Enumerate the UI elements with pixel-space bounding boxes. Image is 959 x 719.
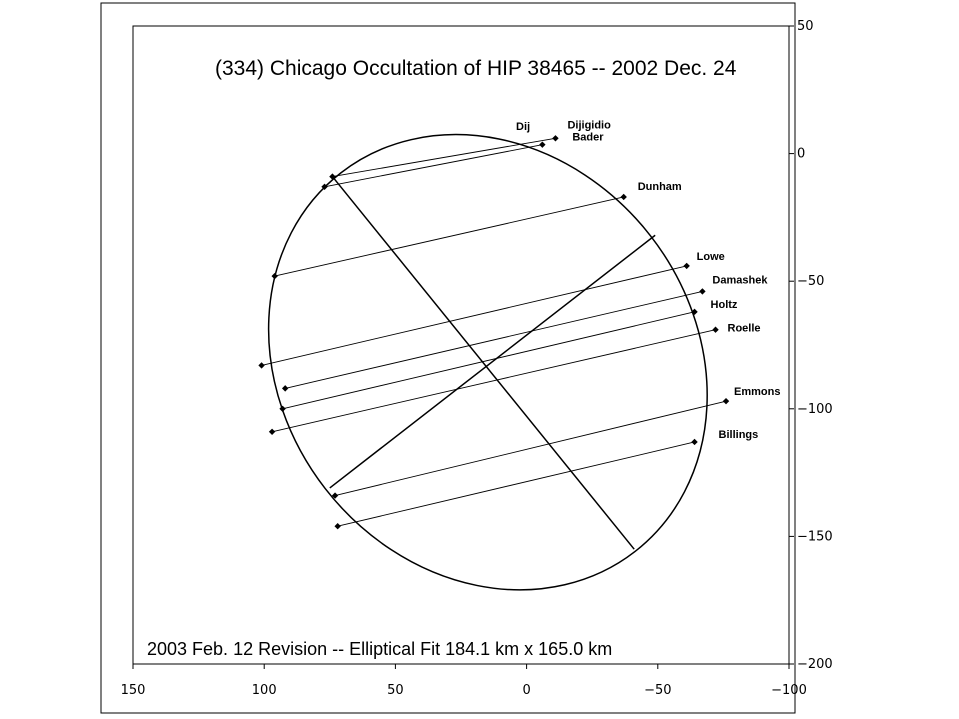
chord-label: Bader xyxy=(572,132,604,144)
major-axis-line xyxy=(329,234,656,489)
chord-endpoint-marker xyxy=(258,362,265,369)
outer-frame xyxy=(100,2,796,714)
asteroid-ellipse xyxy=(267,133,708,591)
overlap-glyph-label: Dĳ xyxy=(516,121,530,133)
chord-endpoint-marker xyxy=(329,173,336,180)
chord-endpoint-marker xyxy=(712,326,719,333)
chord-endpoint-marker xyxy=(691,438,698,446)
chord-line xyxy=(261,265,687,366)
chord-label: Holtz xyxy=(711,299,738,311)
chord-line xyxy=(274,196,624,277)
chord-line xyxy=(334,400,727,497)
chord-endpoint-marker xyxy=(722,397,730,405)
y-tick-label: 0 xyxy=(797,147,805,162)
chord-endpoint-marker xyxy=(620,193,627,201)
chord-endpoint-marker xyxy=(539,141,546,148)
chord-endpoint-marker xyxy=(699,288,706,295)
chord-line xyxy=(337,441,695,527)
y-tick-label: −100 xyxy=(797,402,833,417)
x-tick-label: 0 xyxy=(522,683,530,698)
chord-endpoint-marker xyxy=(271,272,278,280)
chord-line xyxy=(285,290,703,389)
chord-endpoint-marker xyxy=(281,385,289,392)
chord-label: Lowe xyxy=(697,251,725,263)
y-tick-label: −50 xyxy=(797,274,824,289)
chord-label: Dijigidio xyxy=(567,119,611,131)
chord-endpoint-marker xyxy=(683,262,690,270)
chord-endpoint-marker xyxy=(321,183,328,190)
x-tick-label: −100 xyxy=(771,683,807,698)
chord-line xyxy=(282,311,695,410)
chord-endpoint-marker xyxy=(334,522,341,530)
chord-label: Roelle xyxy=(728,323,761,335)
minor-axis-line xyxy=(331,176,635,550)
y-tick-label: 50 xyxy=(797,19,814,34)
x-tick-label: 50 xyxy=(387,683,404,698)
chord-line xyxy=(324,144,543,188)
chord-endpoint-marker xyxy=(691,308,698,316)
chord-line xyxy=(332,137,556,178)
x-tick-label: 150 xyxy=(121,683,146,698)
chord-endpoint-marker xyxy=(552,135,559,142)
y-tick-labels: 50 0 −50 −100 −150 −200 xyxy=(797,19,833,672)
chord-endpoint-marker xyxy=(268,428,276,435)
ticks-group xyxy=(132,25,794,669)
x-tick-label: 100 xyxy=(252,683,277,698)
plot-area xyxy=(132,25,790,665)
chord-label: Damashek xyxy=(712,274,768,286)
chart-title: (334) Chicago Occultation of HIP 38465 -… xyxy=(215,57,737,80)
chord-label: Dunham xyxy=(638,181,682,193)
chord-line xyxy=(271,329,716,433)
y-tick-label: −150 xyxy=(797,529,833,544)
x-tick-label: −50 xyxy=(644,683,671,698)
chord-endpoint-marker xyxy=(279,405,286,412)
chord-label: Emmons xyxy=(734,386,780,398)
y-tick-label: −200 xyxy=(797,657,833,672)
x-tick-labels: 150 100 50 0 −50 −100 xyxy=(121,683,807,698)
chord-label: Billings xyxy=(719,429,759,441)
chart-footnote: 2003 Feb. 12 Revision -- Elliptical Fit … xyxy=(147,639,612,659)
chord-endpoint-marker xyxy=(331,492,339,499)
